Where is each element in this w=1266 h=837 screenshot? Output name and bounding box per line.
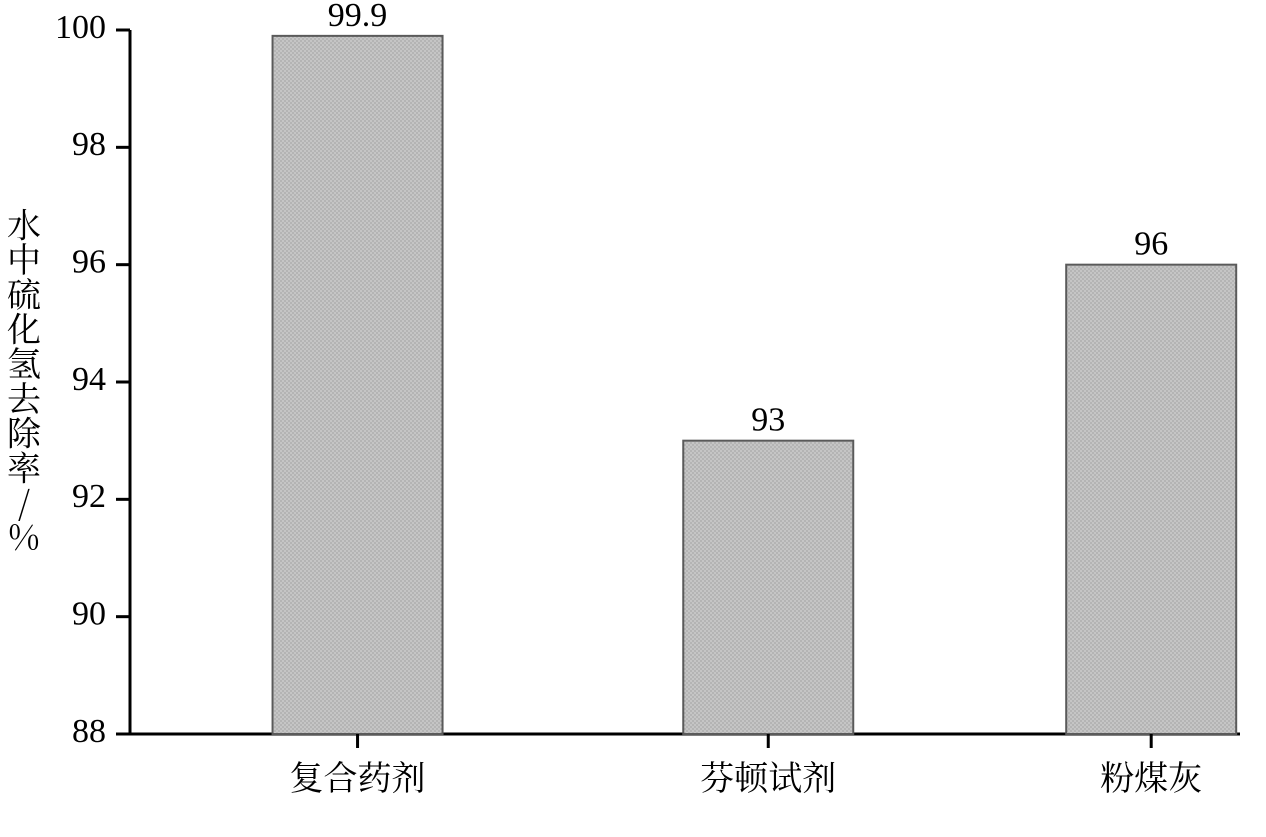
y-tick-label: 94 [72,361,106,398]
y-axis-label: 水中硫化氢去除率/% [7,199,42,560]
bar-chart: 88 90 92 94 96 98 100 水中硫化氢去除率/% 99.9 复合药剂 93 芬顿试剂 9… [0,0,1266,837]
y-tick-label: 96 [72,243,106,280]
y-tick-label: 90 [72,595,106,632]
x-tick-label: 复合药剂 [290,751,426,800]
y-tick-label: 88 [72,713,106,750]
svg-text:%: % [8,511,39,560]
x-tick-label: 粉煤灰 [1100,751,1202,800]
bar-value-label: 96 [1134,226,1168,263]
bar [273,36,443,734]
bar-value-label: 99.9 [328,0,388,34]
y-tick-label: 98 [72,126,106,163]
y-tick-label: 92 [72,478,106,515]
bar [683,441,853,734]
bar-value-label: 93 [751,402,785,439]
bar [1066,265,1236,734]
y-tick-label: 100 [55,9,106,46]
x-tick-label: 芬顿试剂 [700,751,836,800]
